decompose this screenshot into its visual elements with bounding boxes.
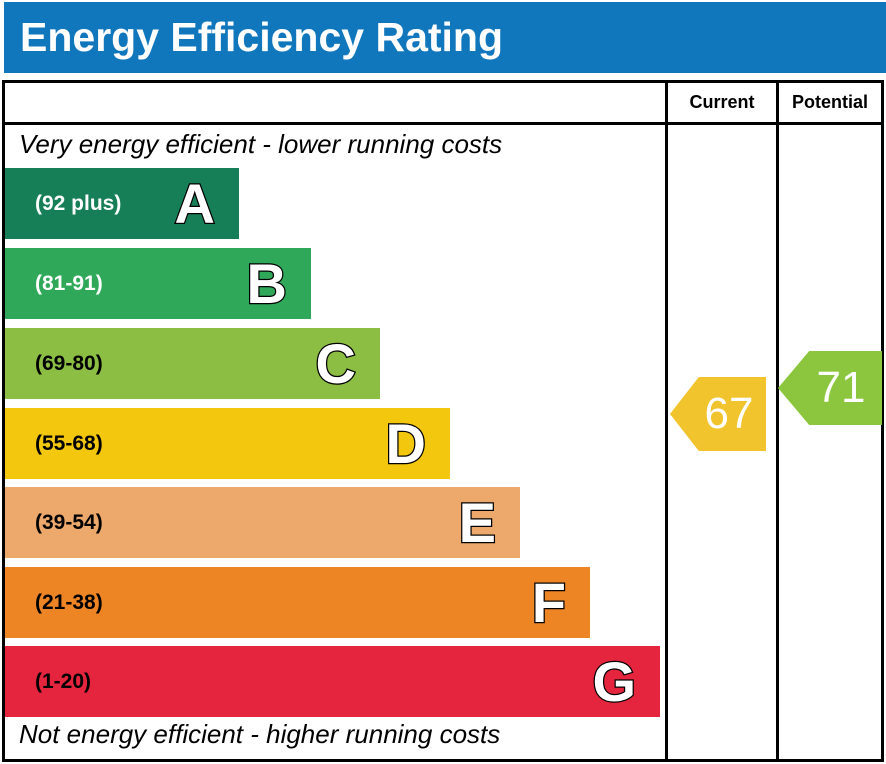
band-letter: E [457, 490, 497, 556]
epc-band-a: (92 plus) A [5, 168, 239, 239]
epc-band-c: (69-80) C [5, 328, 380, 399]
band-range-label: (55-68) [35, 432, 103, 455]
epc-band-e: (39-54) E [5, 487, 520, 558]
column-divider [776, 83, 779, 759]
rating-table: Current Potential Very energy efficient … [2, 80, 884, 762]
potential-column-header: Potential [791, 92, 868, 112]
band-range-label: (69-80) [35, 352, 103, 375]
current-rating-value: 67 [704, 389, 754, 438]
band-letter: A [173, 171, 216, 237]
band-letter: G [591, 649, 637, 715]
epc-band-b: (81-91) B [5, 248, 311, 319]
band-range-label: (1-20) [35, 670, 92, 693]
current-rating-marker: 67 [670, 377, 766, 451]
header-row-divider [5, 122, 881, 125]
band-letter: D [384, 411, 427, 477]
column-divider [665, 83, 668, 759]
band-letter: B [245, 251, 288, 317]
band-letter: C [314, 331, 357, 397]
top-note: Very energy efficient - lower running co… [19, 129, 503, 159]
current-column-header: Current [689, 92, 755, 112]
band-letter: F [531, 570, 568, 636]
potential-rating-value: 71 [816, 363, 866, 412]
page-title: Energy Efficiency Rating [20, 14, 504, 60]
bottom-note: Not energy efficient - higher running co… [19, 719, 501, 749]
epc-band-f: (21-38) F [5, 567, 590, 638]
header-bar: Energy Efficiency Rating [4, 2, 886, 73]
band-range-label: (21-38) [35, 591, 103, 614]
epc-band-d: (55-68) D [5, 408, 450, 479]
band-range-label: (39-54) [35, 511, 103, 534]
potential-rating-marker: 71 [778, 351, 882, 425]
epc-band-g: (1-20) G [5, 646, 660, 717]
band-range-label: (92 plus) [35, 192, 122, 215]
band-range-label: (81-91) [35, 272, 103, 295]
